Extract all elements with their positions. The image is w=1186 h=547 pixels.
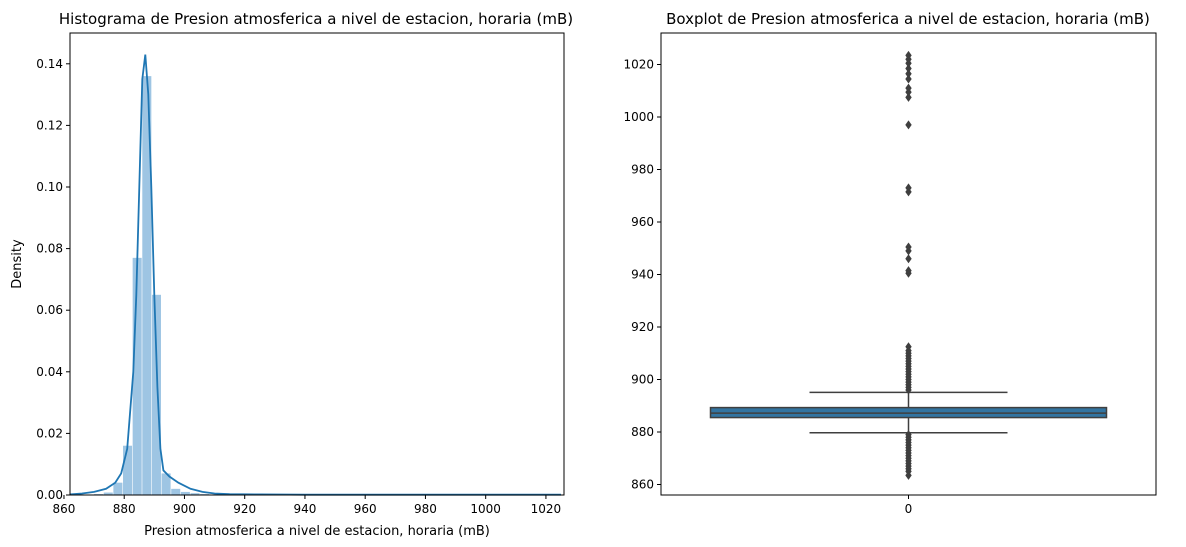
boxplot-y-tick-label: 940 [631,268,654,282]
histogram-bars [94,76,210,496]
histogram-y-tick-label: 0.04 [36,365,63,379]
histogram-x-tick-label: 940 [293,502,316,516]
histogram-bar [142,76,152,496]
histogram-bar [171,488,181,495]
histogram-bar [123,445,133,495]
boxplot-y-tick-label: 1020 [623,58,654,72]
histogram-y-tick-label: 0.14 [36,57,63,71]
boxplot-outlier [905,50,912,60]
boxplot-y-tick-label: 900 [631,373,654,387]
boxplot-outlier [905,266,912,276]
boxplot-outlier [905,120,912,130]
histogram-x-tick-label: 860 [53,502,76,516]
boxplot-outlier [905,63,912,73]
boxplot-outlier [905,83,912,93]
boxplot-y-tick-label: 860 [631,478,654,492]
histogram-bar [132,257,142,495]
boxplot-y-tick-label: 880 [631,425,654,439]
boxplot-outlier [905,242,912,252]
boxplot-y-tick-label: 960 [631,215,654,229]
histogram-bar [180,491,190,495]
histogram-y-tick-label: 0.00 [36,488,63,502]
histogram-bar [190,493,200,495]
histogram-x-tick-label: 880 [113,502,136,516]
boxplot-outlier [905,92,912,102]
histogram-bar [151,294,161,495]
histogram-y-tick-label: 0.08 [36,242,63,256]
boxplot-x-ticks: 0 [905,495,913,516]
boxplot-outlier [905,430,912,440]
boxplot-y-tick-label: 1000 [623,110,654,124]
boxplot-outlier [905,183,912,193]
histogram-y-tick-label: 0.06 [36,303,63,317]
boxplot-y-tick-label: 980 [631,163,654,177]
boxplot-title: Boxplot de Presion atmosferica a nivel d… [666,10,1150,28]
histogram-x-tick-label: 960 [354,502,377,516]
boxplot-y-tick-label: 920 [631,320,654,334]
boxplot-outlier [905,254,912,264]
boxplot-x-tick-label: 0 [905,502,913,516]
histogram-x-tick-label: 920 [233,502,256,516]
histogram-title: Histograma de Presion atmosferica a nive… [59,10,573,28]
boxplot-box-group [709,391,1108,434]
histogram-kde-line [69,54,561,496]
histogram-y-tick-label: 0.10 [36,180,63,194]
boxplot-outlier [905,342,912,352]
histogram-bar [161,473,171,495]
boxplot-panel: Boxplot de Presion atmosferica a nivel d… [623,10,1157,516]
boxplot-outlier [905,69,912,79]
histogram-x-tick-label: 1000 [470,502,501,516]
histogram-y-ticks: 0.00 0.02 0.04 0.06 0.08 0.10 0.12 0.14 [36,57,70,502]
histogram-y-tick-label: 0.12 [36,118,63,132]
histogram-x-tick-label: 1020 [531,502,562,516]
histogram-x-ticks: 860 880 900 920 940 960 980 1000 1020 [53,495,562,516]
histogram-y-label: Density [10,239,25,289]
histogram-x-label: Presion atmosferica a nivel de estacion,… [144,524,490,539]
histogram-panel: Histograma de Presion atmosferica a nive… [10,10,573,539]
histogram-bar [103,492,113,495]
boxplot-y-ticks: 860 880 900 920 940 960 980 1000 1020 [623,58,661,492]
histogram-axes-frame [69,32,565,496]
histogram-x-tick-label: 900 [173,502,196,516]
histogram-x-tick-label: 980 [414,502,437,516]
histogram-y-tick-label: 0.02 [36,426,63,440]
boxplot-outliers [905,50,912,480]
boxplot-outlier [905,74,912,84]
histogram-bar [113,482,123,495]
